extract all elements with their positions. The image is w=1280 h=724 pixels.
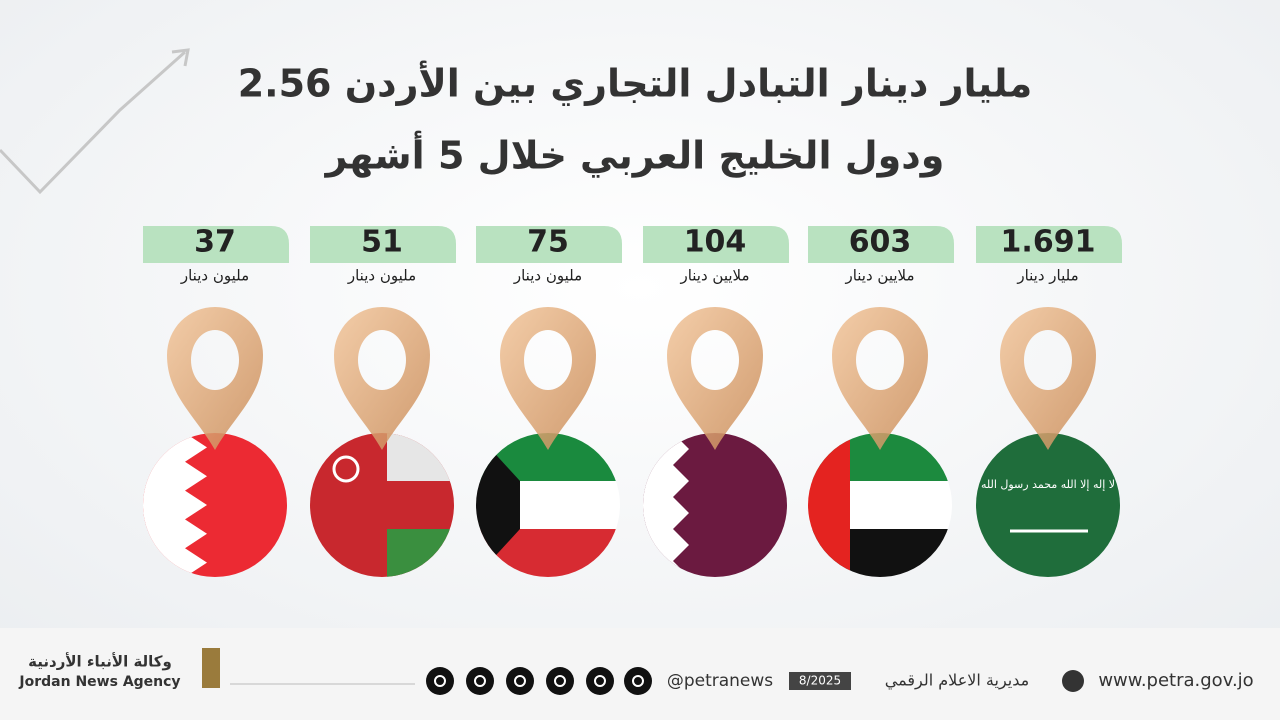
value: 51 xyxy=(361,225,403,260)
value-tab xyxy=(310,226,456,263)
web-icon xyxy=(1062,670,1084,692)
location-pin xyxy=(334,307,430,450)
value: 104 xyxy=(684,225,747,260)
website[interactable]: www.petra.gov.jo xyxy=(1098,670,1253,691)
flag xyxy=(643,433,787,577)
value-tab xyxy=(143,226,289,263)
agency-ar: وكالة الأنباء الأردنية xyxy=(28,653,172,671)
trend-decoration xyxy=(0,48,190,195)
unit: مليار دينار xyxy=(1016,267,1078,285)
location-pin xyxy=(500,307,596,450)
value-tab xyxy=(476,226,622,263)
value: 603 xyxy=(849,225,912,260)
value: 75 xyxy=(527,225,569,260)
title-line: 2.56 مليار دينار التبادل التجاري بين الأ… xyxy=(238,60,1033,106)
social-icon[interactable] xyxy=(506,667,534,695)
agency-en: Jordan News Agency xyxy=(18,674,180,690)
flag-emblem xyxy=(332,455,360,483)
agency-logo xyxy=(202,648,220,688)
location-pin xyxy=(1000,307,1096,450)
value-tab xyxy=(808,226,954,263)
social-icon[interactable] xyxy=(586,667,614,695)
social-icon[interactable] xyxy=(624,667,652,695)
handle: @petranews xyxy=(667,671,773,691)
social-icon[interactable] xyxy=(466,667,494,695)
social-icon-glyph xyxy=(554,675,566,687)
social-icon-glyph xyxy=(434,675,446,687)
value-tab xyxy=(976,226,1122,263)
flag-serration xyxy=(143,433,207,577)
flag xyxy=(476,433,620,577)
date-box xyxy=(789,672,851,690)
department: مديرية الاعلام الرقمي xyxy=(885,671,1029,691)
unit: ملايين دينار xyxy=(844,267,914,285)
date: 8/2025 xyxy=(799,674,841,688)
social-icon-glyph xyxy=(632,675,644,687)
flag-field xyxy=(976,433,1120,577)
flag-text: لا إله إلا الله محمد رسول الله xyxy=(981,478,1115,491)
social-icon[interactable] xyxy=(546,667,574,695)
unit: مليون دينار xyxy=(513,267,582,285)
value: 1.691 xyxy=(1001,225,1096,260)
social-icon-glyph xyxy=(594,675,606,687)
flag-trapezoid xyxy=(476,433,520,577)
location-pin xyxy=(167,307,263,450)
unit: ملايين دينار xyxy=(679,267,749,285)
flag: لا إله إلا الله محمد رسول الله xyxy=(976,433,1120,577)
social-icon[interactable] xyxy=(426,667,454,695)
value: 37 xyxy=(194,225,236,260)
flag xyxy=(143,433,287,577)
unit: مليون دينار xyxy=(180,267,249,285)
value-tab xyxy=(643,226,789,263)
flag-serration xyxy=(643,433,689,577)
unit: مليون دينار xyxy=(347,267,416,285)
location-pin xyxy=(667,307,763,450)
social-icon-glyph xyxy=(474,675,486,687)
title-line: ودول الخليج العربي خلال 5 أشهر xyxy=(324,131,945,179)
social-icon-glyph xyxy=(514,675,526,687)
location-pin xyxy=(832,307,928,450)
flag xyxy=(808,433,952,577)
